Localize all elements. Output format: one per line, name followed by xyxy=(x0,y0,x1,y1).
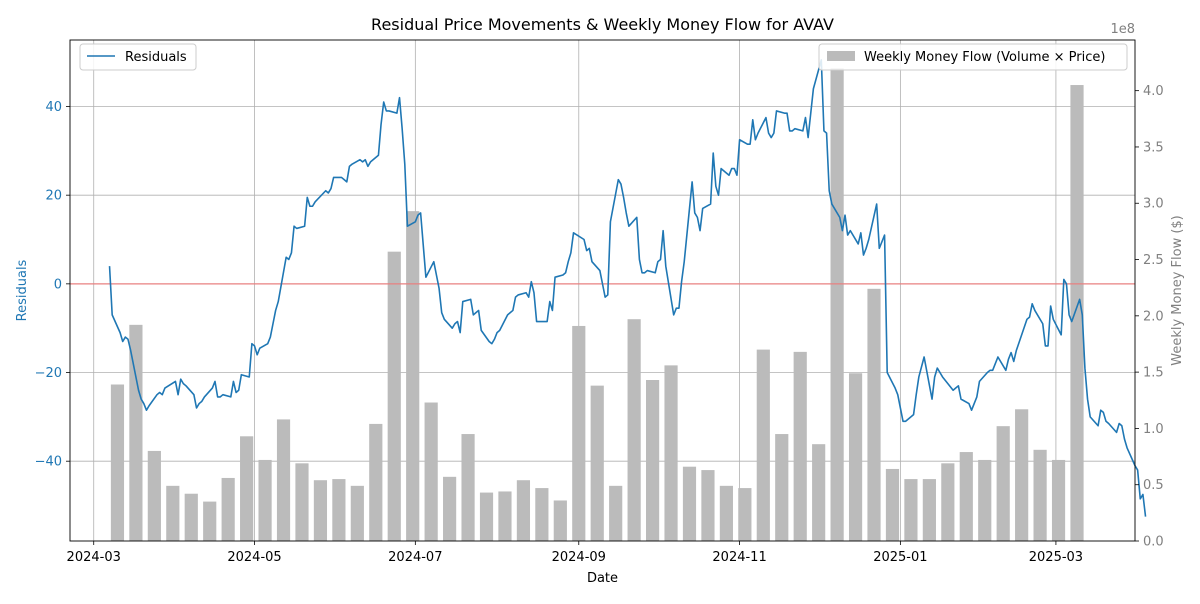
money-flow-bar xyxy=(535,488,548,541)
money-flow-bar xyxy=(111,385,124,541)
money-flow-bar xyxy=(222,478,235,541)
legend-bar-swatch xyxy=(827,51,855,61)
y-left-tick-label: 40 xyxy=(45,100,62,115)
money-flow-bar xyxy=(812,444,825,541)
money-flow-bar xyxy=(904,479,917,541)
y-right-tick-label: 0.0 xyxy=(1143,535,1164,550)
legend-residuals: Residuals xyxy=(80,44,196,70)
money-flow-bar xyxy=(646,380,659,541)
x-tick-label: 2024-07 xyxy=(388,550,442,565)
money-flow-bar xyxy=(1052,460,1065,541)
money-flow-bar xyxy=(849,373,862,541)
y-left-tick-label: 20 xyxy=(45,189,62,204)
legend-residuals-label: Residuals xyxy=(125,50,187,65)
money-flow-bar xyxy=(978,460,991,541)
y-right-tick-label: 4.0 xyxy=(1143,84,1164,99)
money-flow-bar xyxy=(369,424,382,541)
residuals-line xyxy=(110,60,1146,517)
x-tick-label: 2024-03 xyxy=(67,550,121,565)
money-flow-bar xyxy=(332,479,345,541)
money-flow-bar xyxy=(148,451,161,541)
money-flow-bar xyxy=(388,252,401,541)
money-flow-bar xyxy=(609,486,622,541)
x-tick-label: 2025-01 xyxy=(873,550,927,565)
money-flow-bar xyxy=(628,319,641,541)
money-flow-bar xyxy=(997,426,1010,541)
money-flow-bar xyxy=(1015,409,1028,541)
y-right-axis-label: Weekly Money Flow ($) xyxy=(1170,215,1185,366)
money-flow-bar xyxy=(738,488,751,541)
money-flow-bar xyxy=(258,460,271,541)
money-flow-bar xyxy=(517,480,530,541)
legend-layer: Residuals Weekly Money Flow (Volume × Pri… xyxy=(80,44,1127,70)
x-tick-label: 2025-03 xyxy=(1029,550,1083,565)
y-right-tick-label: 0.5 xyxy=(1143,478,1164,493)
money-flow-bar xyxy=(498,491,511,541)
money-flow-bar xyxy=(295,463,308,541)
money-flow-bar xyxy=(757,350,770,541)
x-tick-label: 2024-05 xyxy=(227,550,281,565)
right-axis-offset-label: 1e8 xyxy=(1110,22,1135,37)
y-right-tick-label: 1.0 xyxy=(1143,422,1164,437)
money-flow-bar xyxy=(941,463,954,541)
money-flow-bar xyxy=(166,486,179,541)
money-flow-bar xyxy=(775,434,788,541)
money-flow-bar xyxy=(664,365,677,541)
x-tick-label: 2024-11 xyxy=(712,550,766,565)
y-left-tick-label: −40 xyxy=(35,455,62,470)
y-left-tick-label: 0 xyxy=(54,277,62,292)
money-flow-bar xyxy=(572,326,585,541)
money-flow-bar xyxy=(461,434,474,541)
money-flow-bar xyxy=(425,403,438,541)
money-flow-bar xyxy=(960,452,973,541)
x-axis-label: Date xyxy=(587,571,618,586)
money-flow-bar xyxy=(794,352,807,541)
y-right-tick-label: 3.5 xyxy=(1143,140,1164,155)
x-tick-label: 2024-09 xyxy=(552,550,606,565)
money-flow-bars xyxy=(111,68,1084,541)
money-flow-bar xyxy=(701,470,714,541)
money-flow-bar xyxy=(203,502,216,541)
money-flow-bar xyxy=(406,211,419,541)
money-flow-bar xyxy=(1034,450,1047,541)
money-flow-bar xyxy=(831,68,844,541)
money-flow-bar xyxy=(923,479,936,541)
money-flow-bar xyxy=(683,467,696,541)
y-right-tick-label: 2.5 xyxy=(1143,253,1164,268)
money-flow-bar xyxy=(351,486,364,541)
money-flow-bar xyxy=(480,493,493,541)
y-right-tick-label: 2.0 xyxy=(1143,309,1164,324)
money-flow-bar xyxy=(240,436,253,541)
money-flow-bar xyxy=(720,486,733,541)
y-right-tick-label: 1.5 xyxy=(1143,366,1164,381)
legend-money-flow-label: Weekly Money Flow (Volume × Price) xyxy=(864,50,1105,65)
y-right-tick-label: 3.0 xyxy=(1143,197,1164,212)
chart-title: Residual Price Movements & Weekly Money … xyxy=(371,15,834,34)
y-left-axis-label: Residuals xyxy=(15,259,30,321)
money-flow-bar xyxy=(314,480,327,541)
legend-money-flow: Weekly Money Flow (Volume × Price) xyxy=(819,44,1127,70)
money-flow-bar xyxy=(867,289,880,541)
money-flow-bar xyxy=(443,477,456,541)
money-flow-bar xyxy=(277,419,290,541)
y-left-tick-label: −20 xyxy=(35,366,62,381)
money-flow-bar xyxy=(554,500,567,541)
money-flow-bar xyxy=(591,386,604,541)
money-flow-bar xyxy=(886,469,899,541)
money-flow-bar xyxy=(185,494,198,541)
